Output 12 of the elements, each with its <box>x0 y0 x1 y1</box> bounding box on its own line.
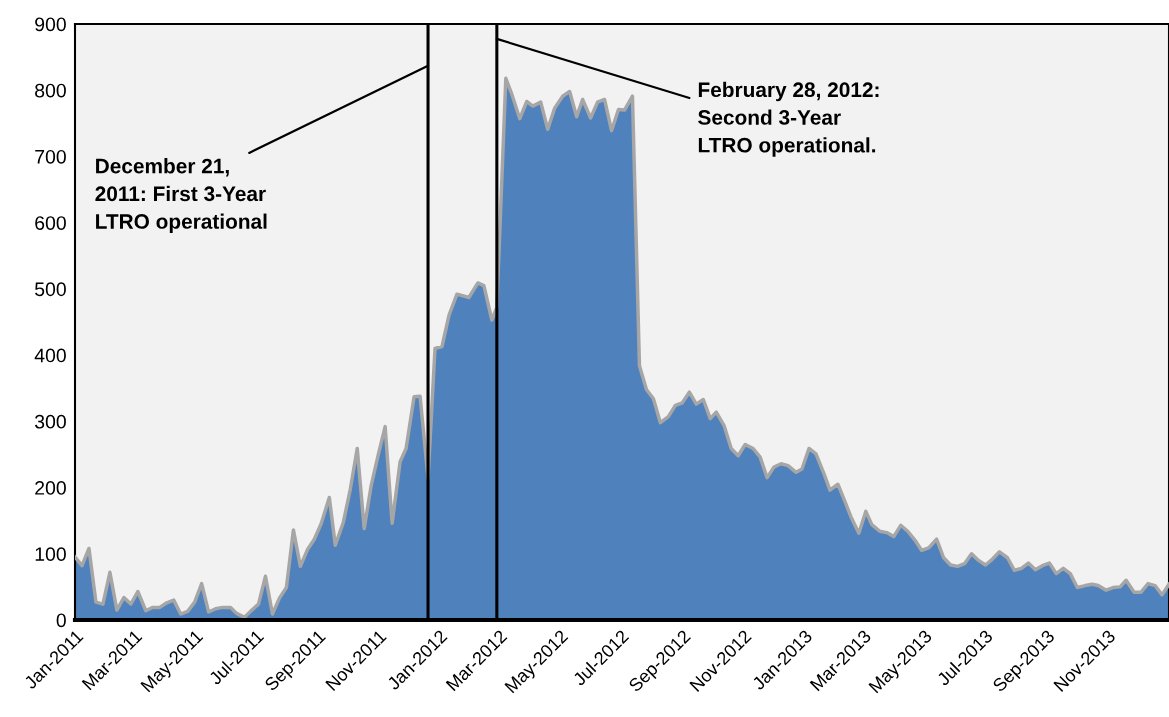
y-tick-label: 0 <box>56 613 66 628</box>
y-tick-label: 800 <box>35 83 66 98</box>
y-tick-label: 300 <box>34 414 66 429</box>
ref-line-label: December 21, 2011: First 3-Year LTRO operational <box>95 158 267 233</box>
y-tick-label: 900 <box>35 17 66 32</box>
y-tick-label: 700 <box>35 149 66 164</box>
y-tick-label: 200 <box>35 481 66 495</box>
y-tick-label: 100 <box>35 547 66 562</box>
y-tick-label: 500 <box>35 282 66 297</box>
y-tick-label: 400 <box>34 348 66 363</box>
ref-line-label: February 28, 2012: Second 3-Year LTRO operational. <box>698 81 879 157</box>
y-tick-label: 600 <box>35 216 66 230</box>
